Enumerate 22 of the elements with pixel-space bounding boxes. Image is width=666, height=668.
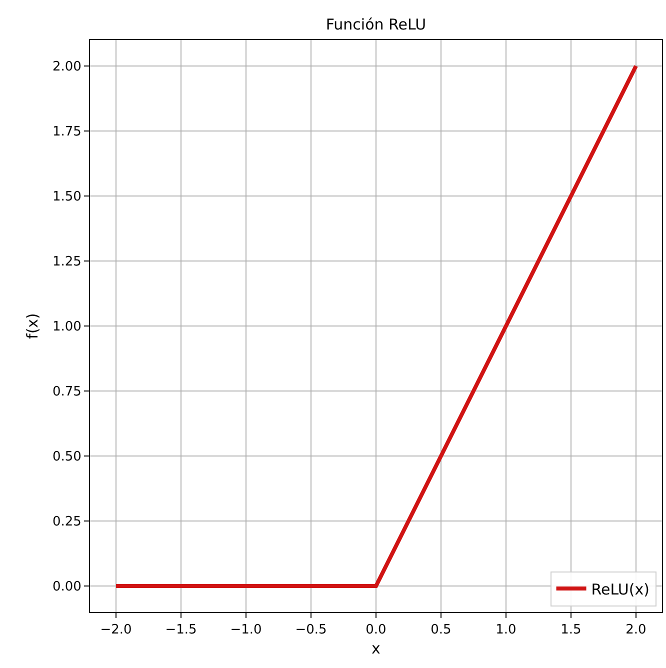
x-axis-title: x — [372, 640, 381, 658]
x-tick-label: −0.5 — [295, 622, 327, 638]
y-axis-title: f(x) — [24, 313, 42, 339]
y-tick-label: 0.50 — [52, 450, 82, 465]
chart-title: Función ReLU — [326, 15, 426, 34]
x-tick-label: 1.0 — [496, 622, 516, 638]
y-tick-label: 1.25 — [52, 254, 82, 270]
y-tick-label: 0.25 — [52, 514, 82, 530]
y-tick-label: 0.75 — [52, 384, 82, 400]
x-tick-label: 1.5 — [560, 622, 582, 638]
x-tick-label: 0.0 — [366, 622, 386, 638]
y-tick-label: 1.75 — [52, 124, 82, 140]
y-tick-label: 1.00 — [52, 320, 82, 335]
legend-label: ReLU(x) — [591, 580, 650, 598]
x-tick-label: 2.0 — [626, 622, 646, 638]
x-tick-label: −2.0 — [100, 622, 132, 638]
x-tick-label: −1.0 — [230, 622, 262, 638]
y-tick-label: 1.50 — [52, 190, 82, 205]
y-tick-label: 2.00 — [52, 60, 82, 75]
x-tick-label: −1.5 — [165, 622, 197, 638]
y-tick-label: 0.00 — [52, 580, 82, 595]
x-tick-label: 0.5 — [430, 622, 452, 638]
